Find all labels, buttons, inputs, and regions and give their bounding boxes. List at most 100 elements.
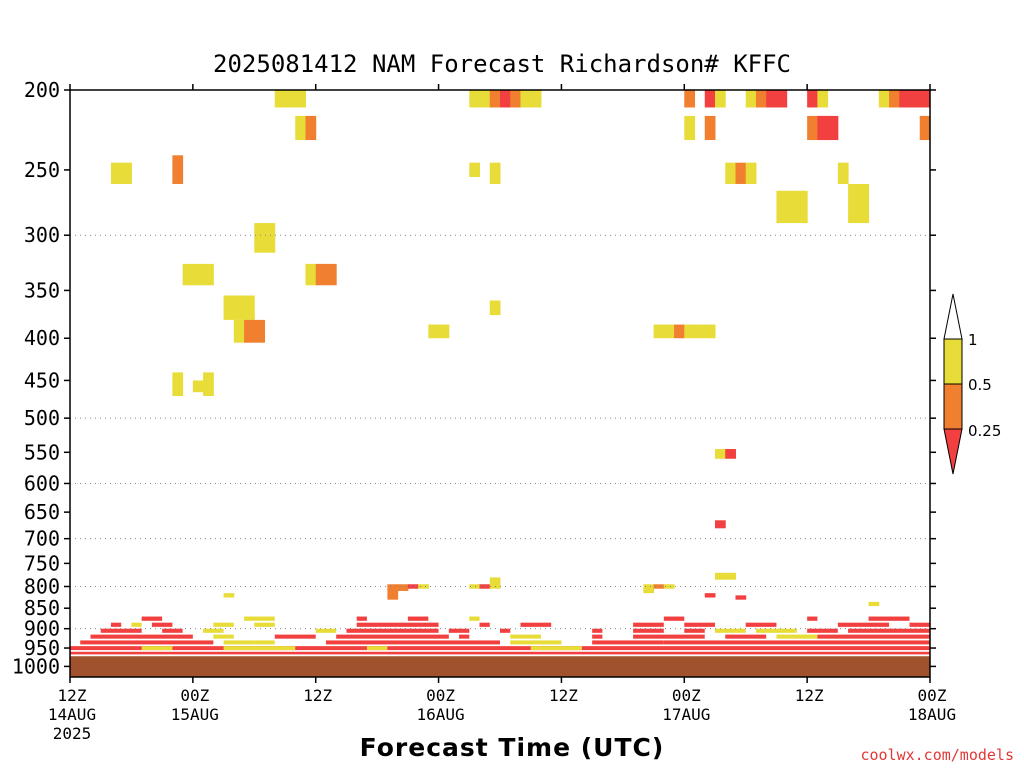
heatmap-cell bbox=[244, 616, 275, 621]
heatmap-cell bbox=[704, 90, 716, 108]
heatmap-cell bbox=[469, 162, 481, 178]
legend: 1 0.5 0.25 bbox=[943, 293, 1001, 475]
heatmap-cell bbox=[448, 628, 470, 633]
heatmap-cell bbox=[407, 616, 429, 621]
heatmap-cell bbox=[295, 90, 306, 108]
heatmap-cell bbox=[397, 584, 409, 591]
heatmap-cell bbox=[121, 162, 132, 184]
heatmap-cell bbox=[479, 90, 491, 108]
y-tick-label: 700 bbox=[24, 527, 60, 551]
heatmap-cell bbox=[182, 263, 194, 286]
heatmap-cell bbox=[244, 319, 255, 343]
heatmap-cell bbox=[479, 584, 491, 589]
heatmap-cell bbox=[500, 628, 511, 633]
heatmap-cell bbox=[489, 300, 501, 316]
heatmap-cell bbox=[899, 90, 911, 108]
heatmap-cell bbox=[110, 622, 122, 627]
heatmap-cell bbox=[100, 628, 142, 633]
heatmap-cell bbox=[684, 115, 696, 141]
x-tick-label: 14AUG bbox=[48, 705, 96, 724]
heatmap-cell bbox=[715, 520, 726, 529]
heatmap-cell bbox=[428, 324, 440, 339]
ground-fill bbox=[70, 656, 930, 677]
heatmap-cell bbox=[172, 155, 184, 184]
heatmap-cell bbox=[90, 634, 193, 639]
heatmap-cell bbox=[653, 584, 665, 589]
heatmap-cell bbox=[745, 622, 777, 627]
heatmap-cell bbox=[735, 595, 747, 600]
heatmap-cell bbox=[141, 616, 163, 621]
heatmap-cell bbox=[715, 449, 726, 459]
heatmap-cell bbox=[643, 584, 655, 594]
heatmap-cell bbox=[663, 616, 685, 621]
y-tick-label: 650 bbox=[24, 500, 60, 524]
x-tick-label: 2025 bbox=[53, 724, 92, 743]
heatmap-cell bbox=[80, 640, 214, 645]
heatmap-cell bbox=[684, 90, 696, 108]
heatmap-cell bbox=[755, 90, 767, 108]
heatmap-cell bbox=[520, 622, 552, 627]
y-tick-label: 450 bbox=[24, 368, 60, 392]
legend-level-label: 1 bbox=[968, 331, 978, 349]
heatmap-cell bbox=[510, 90, 521, 108]
gridlines bbox=[70, 234, 930, 667]
heatmap-cell bbox=[223, 593, 235, 598]
x-axis-label: Forecast Time (UTC) bbox=[359, 733, 665, 762]
heatmap-cell bbox=[500, 90, 511, 108]
heatmap-cell bbox=[244, 295, 255, 320]
legend-arrow-top bbox=[943, 293, 963, 340]
heatmap-cell bbox=[325, 640, 500, 645]
heatmap-cell bbox=[418, 584, 429, 589]
heatmap-cell bbox=[827, 115, 839, 141]
heatmap-cell bbox=[223, 640, 255, 645]
heatmap-cell bbox=[766, 90, 777, 108]
heatmap-cell bbox=[366, 646, 388, 651]
heatmap-cell bbox=[776, 190, 788, 224]
heatmap-cell bbox=[633, 622, 664, 627]
heatmap-cell bbox=[745, 162, 757, 184]
heatmap-cell bbox=[407, 584, 419, 589]
y-tick-label: 400 bbox=[24, 326, 60, 350]
heatmap-cell bbox=[510, 640, 562, 645]
heatmap-cell bbox=[807, 90, 818, 108]
heatmap-cell bbox=[868, 601, 880, 607]
heatmap-cell bbox=[203, 372, 214, 397]
heatmap-cell bbox=[663, 324, 675, 339]
heatmap-cell bbox=[530, 646, 582, 651]
heatmap-cell bbox=[684, 324, 696, 339]
x-tick-label: 00Z bbox=[918, 686, 947, 705]
legend-swatch bbox=[943, 338, 963, 385]
y-tick-label: 200 bbox=[24, 78, 60, 102]
heatmap-cell bbox=[725, 634, 767, 639]
heatmap-cell bbox=[315, 263, 327, 286]
ground-layer bbox=[70, 656, 930, 677]
heatmap-cell bbox=[633, 634, 705, 639]
heatmap-cell bbox=[213, 622, 234, 627]
watermark-link[interactable]: coolwx.com/models bbox=[860, 746, 1014, 764]
heatmap-cell bbox=[776, 634, 818, 639]
x-tick-label: 00Z bbox=[180, 686, 209, 705]
heatmap-cell bbox=[203, 263, 214, 286]
heatmap-cell bbox=[684, 622, 715, 627]
heatmap-cell bbox=[336, 634, 449, 639]
heatmap-cell bbox=[387, 584, 399, 600]
heatmap-cell bbox=[715, 628, 746, 633]
heatmap-cell bbox=[520, 90, 532, 108]
heatmap-cell bbox=[315, 628, 337, 633]
heatmap-cell bbox=[233, 319, 245, 343]
y-tick-label: 850 bbox=[24, 596, 60, 620]
y-tick-label: 350 bbox=[24, 278, 60, 302]
heatmap-cell bbox=[223, 646, 296, 651]
heatmap-cell bbox=[725, 449, 736, 459]
y-tick-label: 250 bbox=[24, 158, 60, 182]
heatmap-cell bbox=[192, 263, 204, 286]
heatmap-cell bbox=[489, 162, 501, 184]
heatmap-cell bbox=[858, 183, 870, 224]
heatmap-cell bbox=[192, 380, 204, 393]
heatmap-cell bbox=[469, 616, 480, 621]
heatmap-cell bbox=[254, 319, 266, 343]
heatmap-cell bbox=[469, 584, 481, 589]
heatmap-cell bbox=[110, 162, 122, 184]
